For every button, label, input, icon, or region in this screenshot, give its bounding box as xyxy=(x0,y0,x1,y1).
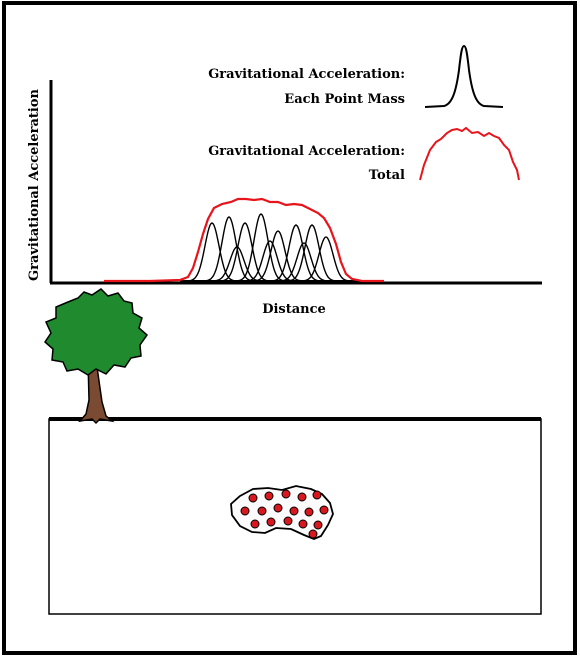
mass-dot xyxy=(257,506,267,516)
mass-dot xyxy=(248,493,258,503)
mass-dot xyxy=(313,520,323,530)
mass-dot xyxy=(312,490,322,500)
legend-total-line1: Gravitational Acceleration: xyxy=(208,144,405,159)
mass-dot xyxy=(297,492,307,502)
mass-dot xyxy=(298,519,308,529)
tree-icon xyxy=(44,288,149,425)
tree-foliage xyxy=(44,288,149,376)
point-mass-curve xyxy=(180,236,360,282)
mass-dot xyxy=(273,503,283,513)
point-mass-curves xyxy=(180,213,360,282)
x-axis-label: Distance xyxy=(262,302,326,317)
legend-total-line2: Total xyxy=(369,168,405,183)
mass-dot xyxy=(266,517,276,527)
mass-dot xyxy=(319,505,329,515)
total-curve xyxy=(104,197,384,283)
legend-point-mass-curve xyxy=(424,44,504,108)
legend-total-curve xyxy=(419,126,520,181)
mass-dot xyxy=(264,491,274,501)
legend-point-mass-line2: Each Point Mass xyxy=(284,92,405,107)
mass-dots xyxy=(240,489,329,539)
buried-mass-blob xyxy=(230,485,334,540)
tree-trunk xyxy=(78,359,115,425)
mass-dot xyxy=(308,529,318,539)
legend-point-mass-line1: Gravitational Acceleration: xyxy=(208,67,405,82)
subsurface-box xyxy=(48,418,542,615)
mass-dot xyxy=(281,489,291,499)
mass-dot xyxy=(289,506,299,516)
mass-dot xyxy=(304,507,314,517)
point-mass-curve xyxy=(180,242,360,282)
mass-dot xyxy=(250,519,260,529)
mass-dot xyxy=(240,506,250,516)
point-mass-curve xyxy=(180,240,360,282)
mass-dot xyxy=(283,516,293,526)
y-axis-label: Gravitational Acceleration xyxy=(27,88,42,281)
